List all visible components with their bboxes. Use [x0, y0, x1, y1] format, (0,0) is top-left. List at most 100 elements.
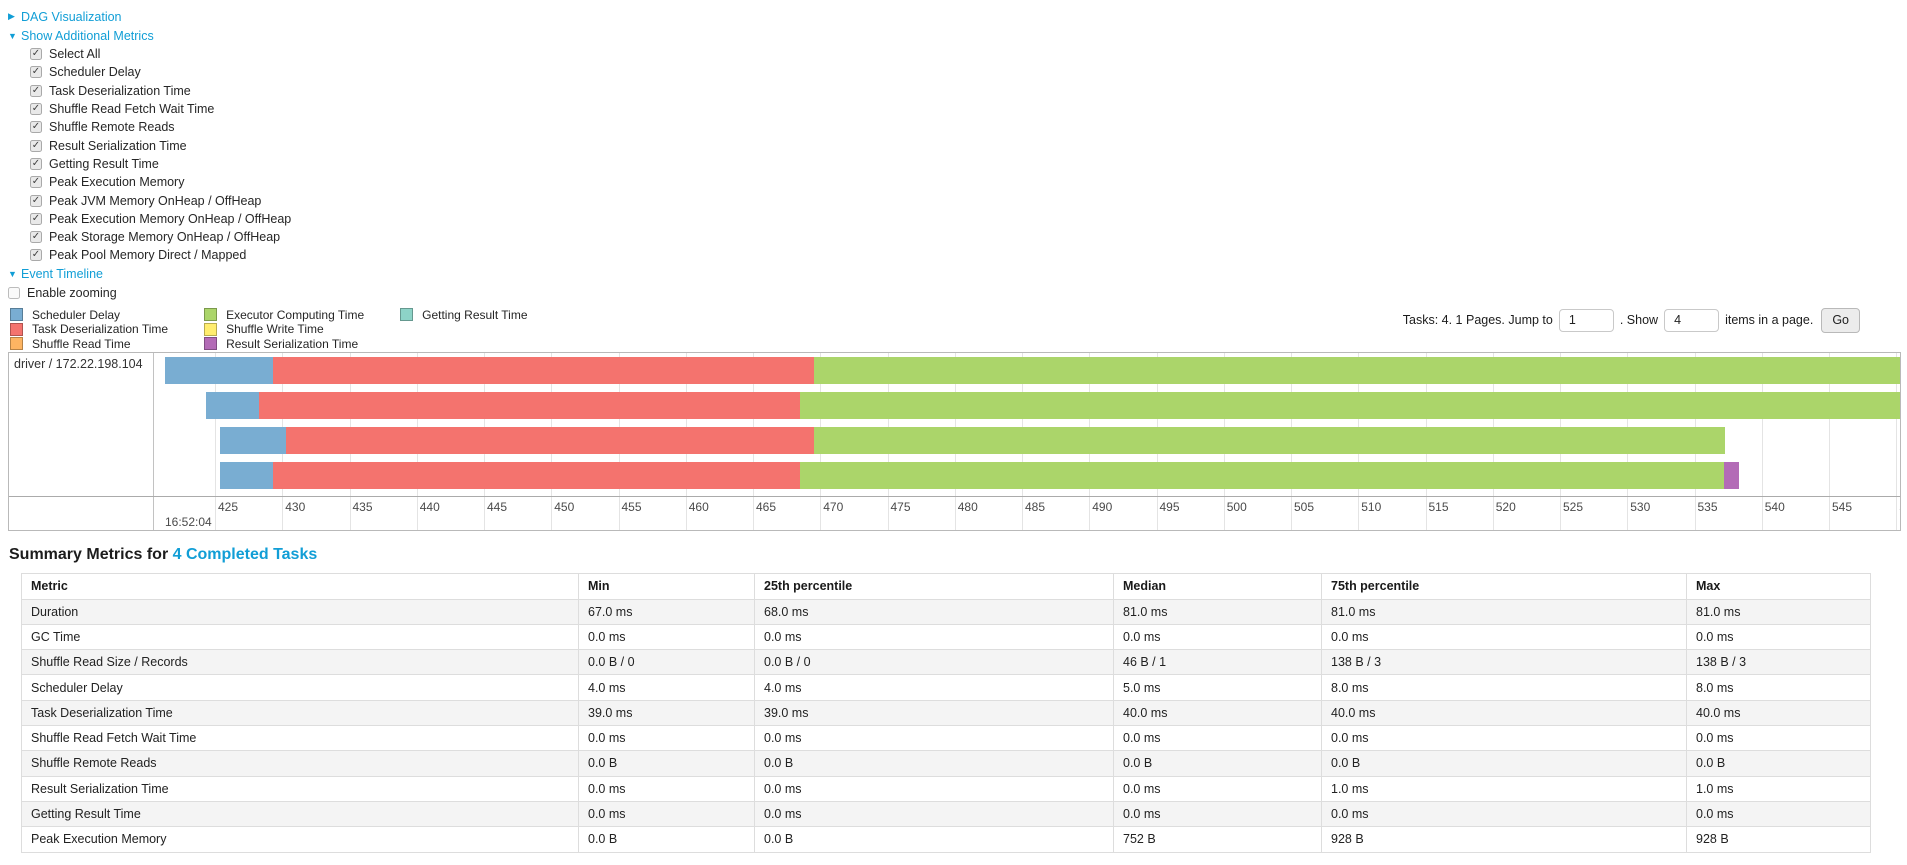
dag-visualization-label: DAG Visualization: [21, 9, 122, 24]
task-segment-task-deserialization[interactable]: [272, 461, 801, 489]
metric-checkbox-label: Select All: [49, 47, 101, 62]
summary-heading-prefix: Summary Metrics for: [9, 545, 173, 563]
task-segment-scheduler-delay[interactable]: [165, 356, 273, 384]
jump-to-page-input[interactable]: [1558, 308, 1614, 332]
show-additional-metrics-toggle[interactable]: ▼ Show Additional Metrics: [8, 26, 1907, 45]
legend-color-swatch: [10, 322, 23, 336]
show-label: . Show: [1619, 313, 1659, 328]
metric-name-cell: Shuffle Read Fetch Wait Time: [21, 725, 579, 752]
task-segment-scheduler-delay[interactable]: [220, 461, 273, 489]
x-tick-label: 485: [1025, 499, 1046, 514]
legend-item: Getting Result Time: [400, 307, 528, 323]
metric-value-cell: 0.0 ms: [1113, 623, 1322, 651]
task-segment-task-deserialization[interactable]: [259, 391, 801, 419]
metric-value-cell: 5.0 ms: [1113, 674, 1322, 701]
metric-value-cell: 0.0 ms: [1686, 623, 1871, 651]
metric-checkbox[interactable]: ✓: [30, 249, 42, 262]
metric-checkbox[interactable]: ✓: [30, 103, 42, 116]
legend-color-swatch: [10, 337, 23, 351]
task-segment-task-deserialization[interactable]: [272, 356, 814, 384]
x-tick-label: 470: [823, 499, 844, 514]
metric-name-cell: Scheduler Delay: [21, 674, 579, 701]
metric-checkbox-label: Task Deserialization Time: [49, 83, 191, 98]
metric-checkbox[interactable]: ✓: [30, 157, 42, 170]
event-timeline-toggle[interactable]: ▼ Event Timeline: [8, 265, 1907, 284]
task-segment-task-deserialization[interactable]: [286, 426, 814, 454]
metric-checkbox-row: ✓ Peak Storage Memory OnHeap / OffHeap: [30, 228, 1907, 246]
metric-value-cell: 0.0 ms: [1321, 800, 1687, 828]
column-header: Min: [578, 572, 755, 600]
metric-value-cell: 0.0 ms: [754, 725, 1114, 752]
metric-checkbox-label: Result Serialization Time: [49, 138, 187, 153]
metric-checkbox[interactable]: ✓: [30, 231, 42, 244]
x-tick-label: 450: [554, 499, 575, 514]
task-segment-executor-computing[interactable]: [800, 461, 1725, 489]
task-segment-executor-computing[interactable]: [813, 356, 1900, 384]
additional-metrics-checkbox-list: ✓ Select All ✓ Scheduler Delay ✓ Task Deseria…: [8, 45, 1907, 265]
table-header-row: Metric Min 25th percentile Median 75th perce…: [21, 572, 1871, 600]
completed-tasks-link[interactable]: 4 Completed Tasks: [172, 545, 318, 563]
x-tick-label: 455: [621, 499, 642, 514]
dag-visualization-toggle[interactable]: ▶ DAG Visualization: [8, 7, 1907, 26]
metric-value-cell: 40.0 ms: [1686, 699, 1871, 727]
metric-checkbox-label: Shuffle Read Fetch Wait Time: [49, 102, 215, 117]
x-tick-label: 545: [1832, 499, 1853, 514]
metric-checkbox-row: ✓ Peak Execution Memory OnHeap / OffHeap: [30, 210, 1907, 228]
task-segment-executor-computing[interactable]: [800, 391, 1900, 419]
metric-value-cell: 40.0 ms: [1113, 699, 1322, 727]
metric-value-cell: 0.0 B: [754, 826, 1114, 853]
metric-checkbox[interactable]: ✓: [30, 84, 42, 97]
label-column-divider: [153, 352, 154, 530]
metric-checkbox-row: ✓ Scheduler Delay: [30, 63, 1907, 81]
x-tick-label: 535: [1697, 499, 1718, 514]
metric-checkbox-row: ✓ Peak Execution Memory: [30, 173, 1907, 191]
timeline-plot-area: [154, 353, 1900, 496]
legend-label: Task Deserialization Time: [32, 322, 169, 337]
metric-checkbox[interactable]: ✓: [30, 139, 42, 152]
event-timeline-label: Event Timeline: [21, 267, 103, 282]
metric-value-cell: 0.0 ms: [578, 623, 755, 651]
legend-item: Shuffle Write Time: [204, 322, 364, 337]
legend-color-swatch: [204, 308, 218, 322]
x-tick-label: 550: [1899, 500, 1900, 514]
metric-checkbox[interactable]: ✓: [30, 194, 42, 207]
legend-item: Task Deserialization Time: [10, 322, 168, 337]
metric-value-cell: 0.0 ms: [1321, 623, 1687, 651]
metric-value-cell: 0.0 ms: [754, 623, 1114, 651]
task-segment-scheduler-delay[interactable]: [220, 426, 287, 454]
enable-zooming-checkbox[interactable]: [8, 287, 20, 300]
metric-value-cell: 0.0 B: [1686, 750, 1871, 777]
metric-name-cell: GC Time: [21, 623, 579, 651]
legend-label: Executor Computing Time: [226, 307, 365, 322]
summary-metrics-table: Metric Min 25th percentile Median 75th perce…: [21, 572, 1871, 853]
metric-value-cell: 138 B / 3: [1686, 649, 1871, 676]
metric-checkbox-label: Getting Result Time: [49, 156, 159, 171]
metric-checkbox[interactable]: ✓: [30, 121, 42, 134]
summary-metrics-heading: Summary Metrics for 4 Completed Tasks: [9, 546, 1907, 564]
timeline-legend-band: Scheduler Delay Task Deserialization Time…: [0, 306, 1907, 352]
metric-value-cell: 0.0 ms: [578, 800, 755, 828]
items-per-page-input[interactable]: [1664, 308, 1720, 332]
metric-value-cell: 39.0 ms: [578, 699, 755, 727]
x-tick-label: 495: [1159, 499, 1180, 514]
metric-checkbox[interactable]: ✓: [30, 66, 42, 79]
metric-checkbox-row: ✓ Select All: [30, 45, 1907, 63]
x-tick-label: 520: [1495, 499, 1516, 514]
metric-checkbox-label: Scheduler Delay: [49, 65, 141, 80]
metric-checkbox-row: ✓ Peak JVM Memory OnHeap / OffHeap: [30, 191, 1907, 209]
metric-value-cell: 1.0 ms: [1686, 775, 1871, 802]
table-row: Task Deserialization Time 39.0 ms 39.0 ms 4…: [21, 699, 1871, 727]
column-header: Median: [1113, 572, 1322, 600]
task-segment-result-serialization[interactable]: [1724, 461, 1739, 489]
legend-label: Getting Result Time: [422, 307, 528, 322]
metric-checkbox[interactable]: ✓: [30, 48, 42, 61]
go-button[interactable]: Go: [1821, 307, 1860, 333]
table-row: Shuffle Remote Reads 0.0 B 0.0 B 0.0 B 0.0 B…: [21, 750, 1871, 777]
task-segment-executor-computing[interactable]: [813, 426, 1726, 454]
metric-checkbox[interactable]: ✓: [30, 212, 42, 225]
metric-value-cell: 0.0 ms: [1686, 725, 1871, 752]
task-segment-scheduler-delay[interactable]: [205, 391, 260, 419]
metric-checkbox[interactable]: ✓: [30, 176, 42, 189]
x-tick-label: 465: [756, 499, 777, 514]
stage-page-controls: ▶ DAG Visualization ▼ Show Additional Me…: [0, 0, 1907, 303]
